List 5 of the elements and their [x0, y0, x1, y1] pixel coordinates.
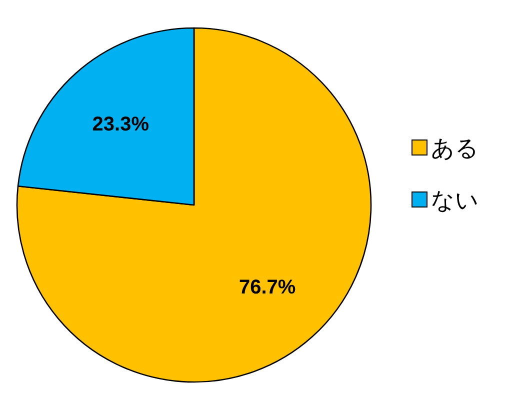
- legend-label: ない: [431, 188, 479, 214]
- legend-label: ある: [431, 136, 479, 162]
- pie-slice: [16, 27, 372, 383]
- data-label: 76.7%: [238, 276, 296, 299]
- data-label: 23.3%: [92, 113, 150, 136]
